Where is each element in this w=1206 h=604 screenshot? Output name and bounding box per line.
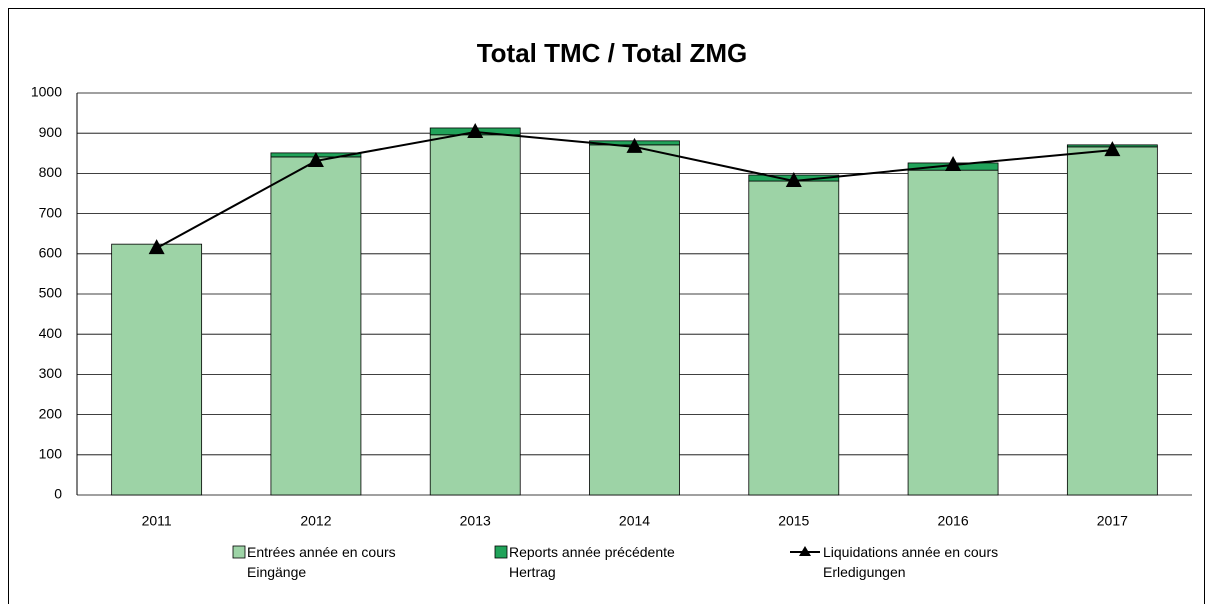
marker — [785, 172, 802, 188]
legend-swatch — [494, 545, 508, 559]
bar — [589, 144, 680, 496]
marker — [626, 137, 643, 153]
bar — [270, 156, 362, 496]
x-tick-label: 2012 — [300, 513, 331, 529]
y-tick-label: 900 — [39, 124, 63, 140]
chart-frame — [8, 8, 1205, 604]
x-tick-label: 2016 — [937, 513, 968, 529]
y-tick-label: 500 — [39, 285, 63, 301]
y-tick-label: 100 — [39, 446, 63, 462]
y-tick-label: 0 — [54, 486, 62, 502]
y-tick-label: 200 — [39, 405, 63, 421]
x-tick-label: 2011 — [142, 513, 172, 529]
x-tick-label: 2013 — [460, 513, 491, 529]
y-tick-label: 700 — [39, 204, 63, 220]
bar — [748, 180, 840, 496]
x-tick-label: 2014 — [619, 513, 650, 529]
marker — [467, 122, 484, 138]
bar — [111, 243, 203, 496]
legend-label: Reports année précédente Hertrag — [509, 544, 675, 580]
chart-title: Total TMC / Total ZMG — [477, 38, 748, 68]
legend-marker — [799, 546, 811, 556]
y-tick-label: 300 — [39, 365, 63, 381]
marker — [307, 151, 324, 167]
legend-swatch — [232, 545, 246, 559]
legend-label: Entrées année en cours Eingänge — [247, 544, 396, 580]
x-tick-label: 2015 — [778, 513, 809, 529]
marker — [1104, 141, 1121, 157]
marker — [945, 155, 962, 171]
bar — [907, 169, 999, 496]
marker — [148, 239, 165, 255]
bar — [1066, 146, 1158, 496]
y-tick-label: 1000 — [31, 84, 62, 100]
bar — [429, 134, 521, 496]
y-tick-label: 800 — [39, 164, 63, 180]
legend-label: Liquidations année en cours Erledigungen — [823, 544, 999, 580]
y-tick-label: 400 — [39, 325, 63, 341]
y-tick-label: 600 — [39, 245, 63, 261]
x-tick-label: 2017 — [1097, 513, 1128, 529]
